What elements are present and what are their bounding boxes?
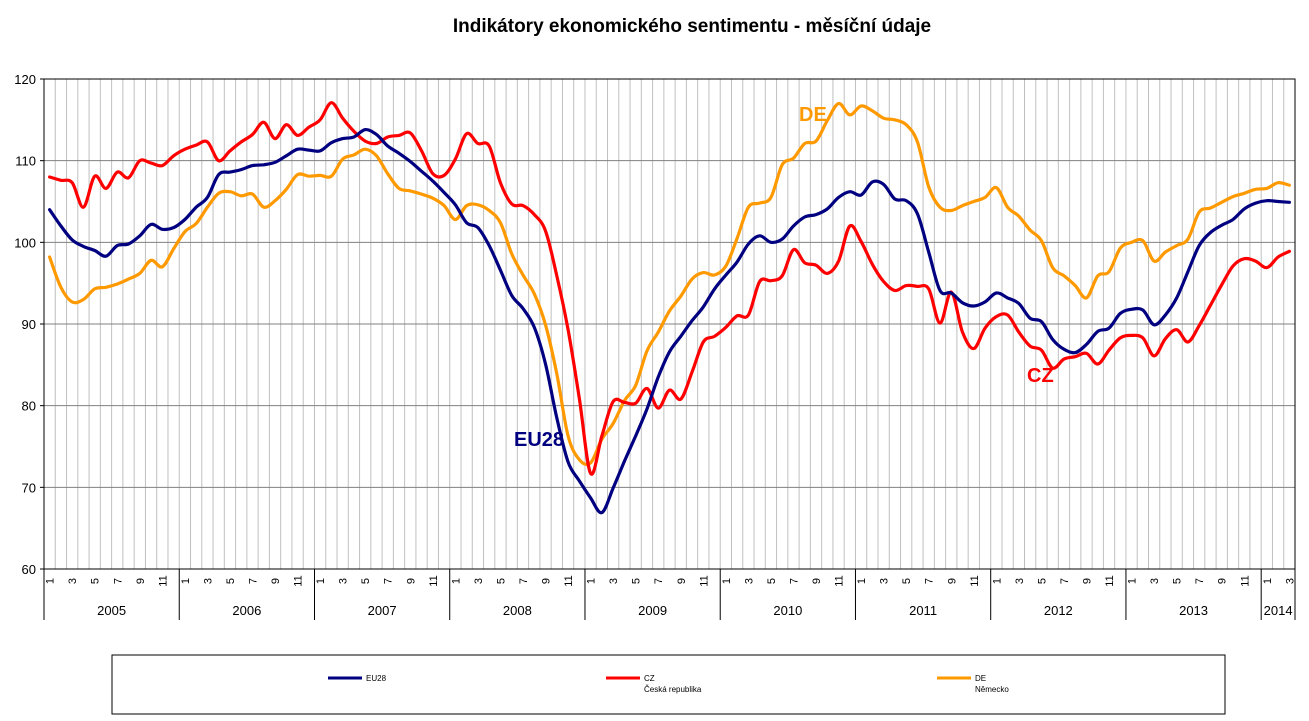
y-tick-label: 60: [22, 562, 36, 577]
x-tick-label: 1: [45, 578, 57, 584]
year-label: 2006: [232, 603, 261, 618]
x-tick-label: 1: [1127, 578, 1139, 584]
x-tick-label: 7: [383, 578, 395, 584]
year-label: 2013: [1179, 603, 1208, 618]
legend-sublabel: Německo: [975, 685, 1009, 694]
x-tick-label: 7: [112, 578, 124, 584]
y-tick-label: 100: [14, 235, 36, 250]
x-tick-label: 11: [1239, 575, 1251, 586]
x-tick-label: 5: [901, 578, 913, 584]
x-tick-label: 3: [608, 578, 620, 584]
x-tick-label: 3: [879, 578, 891, 584]
x-tick-label: 3: [1284, 578, 1296, 584]
x-tick-label: 9: [135, 578, 147, 584]
series-line-eu28: [48, 127, 1291, 515]
x-tick-label: 7: [1194, 578, 1206, 584]
x-tick-label: 1: [315, 578, 327, 584]
x-tick-label: 5: [631, 578, 643, 584]
year-label: 2008: [503, 603, 532, 618]
x-tick-label: 11: [969, 575, 981, 586]
year-label: 2005: [97, 603, 126, 618]
chart-title: Indikátory ekonomického sentimentu - měs…: [453, 16, 931, 37]
legend-label: EU28: [366, 674, 387, 683]
x-tick-label: 11: [834, 575, 846, 586]
x-tick-label: 11: [1104, 575, 1116, 586]
x-tick-label: 3: [1014, 578, 1026, 584]
x-tick-label: 1: [991, 578, 1003, 584]
x-tick-label: 9: [270, 578, 282, 584]
x-tick-label: 1: [180, 578, 192, 584]
series-labels: EU28 CZ DE: [514, 104, 1054, 451]
y-tick-label: 90: [22, 317, 36, 332]
x-tick-label: 9: [1082, 578, 1094, 584]
x-tick-label: 3: [1149, 578, 1161, 584]
x-tick-label: 3: [202, 578, 214, 584]
y-tick-label: 80: [22, 399, 36, 414]
x-tick-label: 11: [293, 575, 305, 586]
legend: EU28 CZ Česká republika DE Německo: [328, 674, 1009, 694]
year-label: 2009: [638, 603, 667, 618]
x-tick-label: 9: [676, 578, 688, 584]
x-tick-label: 7: [924, 578, 936, 584]
x-tick-label: 9: [1217, 578, 1229, 584]
x-tick-label: 9: [811, 578, 823, 584]
year-label: 2010: [773, 603, 802, 618]
x-tick-label: 1: [721, 578, 733, 584]
x-tick-label: 7: [1059, 578, 1071, 584]
x-tick-label: 11: [428, 575, 440, 586]
x-tick-label: 5: [90, 578, 102, 584]
x-tick-label: 5: [360, 578, 372, 584]
x-tick-label: 1: [856, 578, 868, 584]
year-label: 2014: [1264, 603, 1293, 618]
series-line-de: [48, 101, 1291, 467]
year-label: 2011: [909, 603, 937, 618]
y-tick-label: 120: [14, 72, 36, 87]
x-tick-label: 11: [698, 575, 710, 586]
x-tick-label: 3: [473, 578, 485, 584]
x-tick-label: 9: [541, 578, 553, 584]
series-label-eu28: EU28: [514, 429, 564, 451]
legend-sublabel: Česká republika: [644, 685, 702, 694]
x-tick-label: 5: [1172, 578, 1184, 584]
x-tick-label: 1: [450, 578, 462, 584]
x-tick-label: 9: [405, 578, 417, 584]
x-tick-label: 5: [1036, 578, 1048, 584]
x-tick-label: 3: [67, 578, 79, 584]
y-axis: 60 70 80 90 100 110 120: [14, 72, 44, 577]
x-tick-label: 7: [653, 578, 665, 584]
year-label: 2012: [1044, 603, 1073, 618]
series-label-de: DE: [799, 104, 827, 126]
x-tick-label: 11: [157, 575, 169, 586]
x-tick-label: 11: [563, 575, 575, 586]
x-tick-label: 7: [788, 578, 800, 584]
x-tick-label: 1: [1262, 578, 1274, 584]
x-tick-label: 3: [338, 578, 350, 584]
series-lines: [48, 101, 1291, 515]
x-tick-label: 5: [495, 578, 507, 584]
x-tick-label: 5: [766, 578, 778, 584]
series-label-cz: CZ: [1027, 365, 1054, 387]
year-label: 2007: [368, 603, 397, 618]
x-tick-label: 7: [248, 578, 260, 584]
grid: [44, 78, 1295, 570]
legend-label: DE: [975, 674, 986, 683]
x-tick-label: 1: [586, 578, 598, 584]
series-line-cz: [48, 101, 1291, 476]
x-axis: 1 3 5 7 9 11 1 3 5 7 9 11 1 3 5 7 9 11 1 3 5 7 9 11 1 3 5 7 9 11 1 3 5 7 9…: [43, 569, 1296, 620]
legend-box: [111, 654, 1226, 715]
x-tick-label: 5: [225, 578, 237, 584]
legend-label: CZ: [644, 674, 655, 683]
x-tick-label: 7: [518, 578, 530, 584]
y-tick-label: 110: [15, 154, 36, 169]
y-tick-label: 70: [22, 480, 36, 495]
x-tick-label: 9: [946, 578, 958, 584]
x-tick-label: 3: [743, 578, 755, 584]
